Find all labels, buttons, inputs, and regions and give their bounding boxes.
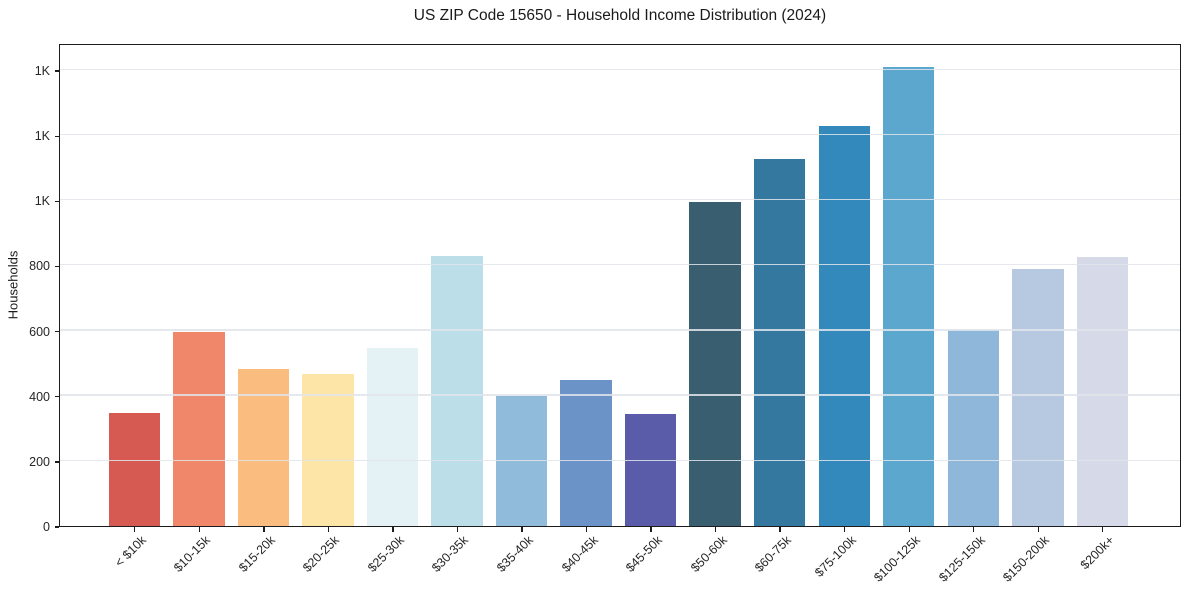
x-tick-mark <box>521 527 523 532</box>
x-tick-mark <box>1102 527 1104 532</box>
y-tick-label-1K-1400: 1K <box>34 64 50 79</box>
gridline-200-200 <box>60 459 1180 461</box>
y-tick-mark <box>54 200 59 202</box>
bar-$200k+ <box>1076 256 1129 526</box>
y-tick-label-200-200: 200 <box>29 454 50 469</box>
x-tick-mark <box>779 527 781 532</box>
gridline-600-600 <box>60 329 1180 331</box>
bar-$100-125k <box>883 67 935 526</box>
gridline-1K-1000 <box>60 199 1180 201</box>
y-tick-label-0-0: 0 <box>43 520 50 534</box>
x-tick-mark <box>456 527 459 532</box>
y-tick-mark <box>54 265 59 268</box>
x-tick-mark <box>134 527 136 532</box>
bar-$75-100k <box>818 125 870 526</box>
y-tick-label-800-800: 800 <box>29 259 50 274</box>
y-tick-mark <box>54 526 59 528</box>
x-tick-mark <box>908 527 910 532</box>
y-tick-label-400-400: 400 <box>29 389 50 404</box>
bar-$150-200k <box>1012 269 1064 526</box>
x-tick-mark <box>585 527 588 532</box>
gridline-overlay-layer <box>60 45 1180 526</box>
gridline-1K-1400 <box>60 68 1180 71</box>
x-tick-mark <box>327 527 330 532</box>
bar-$20-25k <box>302 373 354 526</box>
x-tick-mark <box>198 527 200 532</box>
bar-$10-15k <box>173 331 225 526</box>
y-tick-label-600-600: 600 <box>29 324 50 339</box>
bars-layer <box>60 45 1180 526</box>
x-tick-mark <box>392 527 394 532</box>
bar-$125-150k <box>947 330 999 526</box>
bar-< $10k <box>108 412 161 526</box>
gridline-400-400 <box>60 394 1180 396</box>
y-tick-mark <box>54 70 59 72</box>
y-tick-label-1K-1000: 1K <box>34 194 50 209</box>
bar-$60-75k <box>754 158 806 526</box>
x-tick-mark <box>714 527 717 532</box>
y-tick-label-1K-1200: 1K <box>34 129 50 144</box>
bar-$25-30k <box>366 347 419 526</box>
y-tick-mark <box>54 135 59 137</box>
x-tick-mark <box>263 527 265 532</box>
x-tick-mark <box>973 527 975 532</box>
bar-$45-50k <box>624 414 677 526</box>
x-tick-mark <box>1037 527 1039 532</box>
gridline-800-800 <box>60 264 1180 266</box>
gridline-1K-1200 <box>60 133 1180 136</box>
plot-area <box>59 44 1181 527</box>
bar-$50-60k <box>689 202 741 526</box>
x-tick-mark <box>843 527 846 532</box>
x-tick-mark <box>650 527 652 532</box>
y-tick-mark <box>54 330 59 333</box>
y-tick-mark <box>54 461 59 463</box>
bar-$40-45k <box>560 380 612 526</box>
y-tick-mark <box>54 396 59 398</box>
bar-$30-35k <box>431 256 483 526</box>
chart-title: US ZIP Code 15650 - Household Income Dis… <box>413 7 827 24</box>
x-tick-label-< $10k: < $10k <box>112 533 149 570</box>
